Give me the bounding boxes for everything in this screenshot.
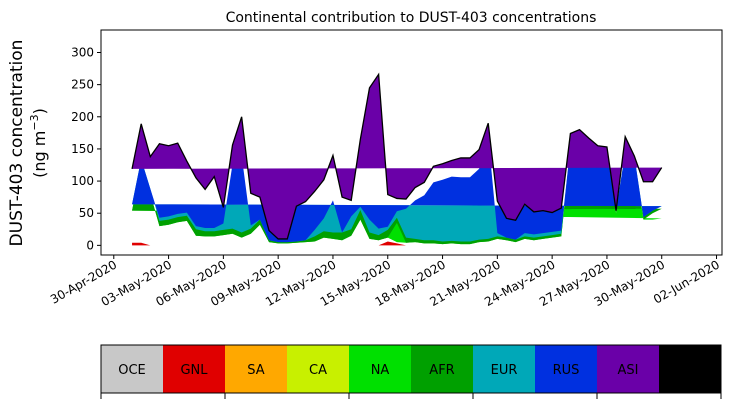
colorbar-swatch-aus <box>659 345 722 393</box>
colorbar-label: GNL <box>180 363 208 378</box>
y-tick-label: 300 <box>71 46 94 60</box>
colorbar: OCE GNL SA CA NA AFR EUR RUS ASI AUS <box>100 344 722 399</box>
colorbar-label: AFR <box>429 363 454 378</box>
colorbar-swatch-na <box>349 345 412 393</box>
y-tick-label: 50 <box>79 206 94 220</box>
y-axis-units-exponent: −3 <box>28 114 41 130</box>
colorbar-label: RUS <box>553 363 580 378</box>
y-tick-label: 150 <box>71 142 94 156</box>
y-tick-label: 250 <box>71 78 94 92</box>
colorbar-swatch-eur <box>473 345 536 393</box>
colorbar-swatch-asi <box>597 345 660 393</box>
colorbar-swatch-sa <box>225 345 288 393</box>
total-line <box>131 72 663 240</box>
area-asi <box>132 74 662 239</box>
colorbar-label: SA <box>247 363 264 378</box>
colorbar-swatch-gnl <box>163 345 226 393</box>
chart-title: Continental contribution to DUST-403 con… <box>226 10 597 26</box>
colorbar-label: OCE <box>118 363 146 378</box>
colorbar-label: ASI <box>618 363 639 378</box>
plot-area <box>131 72 699 246</box>
colorbar-swatch-afr <box>411 345 474 393</box>
colorbar-label: EUR <box>491 363 518 378</box>
y-tick-label: 200 <box>71 110 94 124</box>
y-tick-label: 100 <box>71 174 94 188</box>
y-axis-label: DUST-403 concentration <box>7 40 27 247</box>
y-axis-units: (ng m−3) <box>28 108 49 178</box>
plot-frame <box>100 29 723 256</box>
colorbar-swatch-rus <box>535 345 598 393</box>
colorbar-label: CA <box>309 363 327 378</box>
colorbar-label: AUS <box>677 363 704 378</box>
y-axis-label-line1: DUST-403 concentration <box>7 40 27 247</box>
colorbar-frame <box>100 344 722 394</box>
y-tick-label: 0 <box>86 238 94 252</box>
colorbar-swatch-ca <box>287 345 350 393</box>
colorbar-swatch-oce <box>101 345 164 393</box>
colorbar-label: NA <box>371 363 390 378</box>
y-axis-units-close: ) <box>30 108 49 114</box>
y-axis-units-text: (ng m <box>30 131 49 178</box>
